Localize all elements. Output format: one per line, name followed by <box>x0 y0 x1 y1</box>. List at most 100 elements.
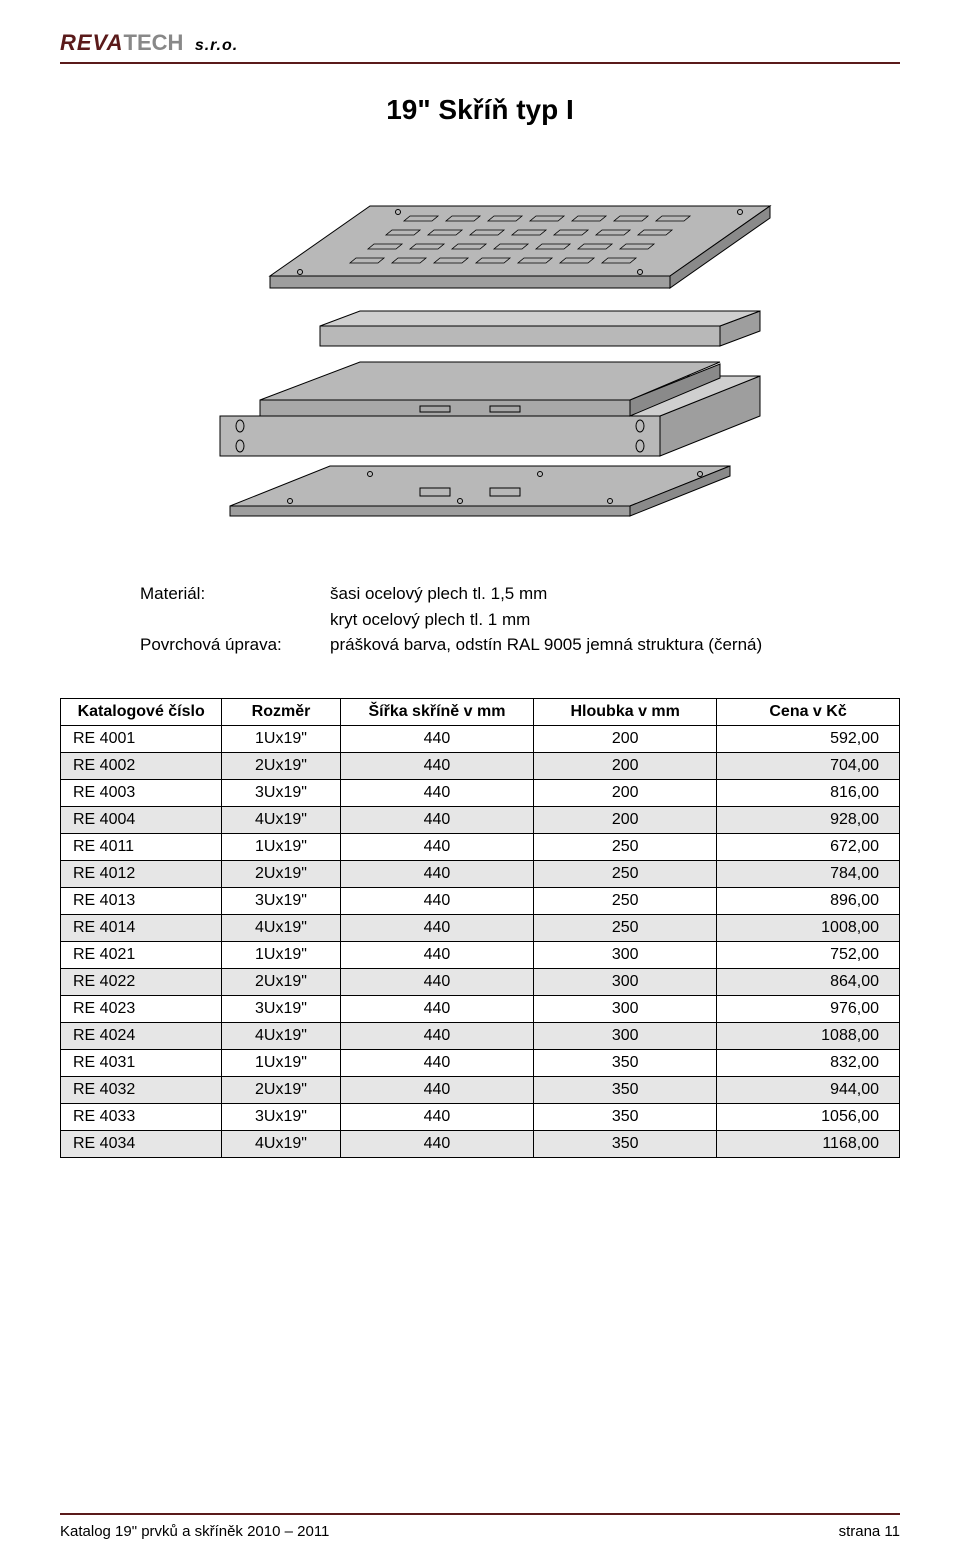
table-cell: 440 <box>340 806 534 833</box>
table-cell: 832,00 <box>717 1049 900 1076</box>
spec-label: Materiál: <box>140 581 330 607</box>
table-cell: 4Ux19" <box>222 1130 340 1157</box>
table-cell: RE 4024 <box>61 1022 222 1049</box>
table-cell: 1Ux19" <box>222 941 340 968</box>
table-row: RE 40233Ux19"440300976,00 <box>61 995 900 1022</box>
table-cell: RE 4002 <box>61 752 222 779</box>
table-cell: 250 <box>534 914 717 941</box>
table-cell: RE 4031 <box>61 1049 222 1076</box>
table-row: RE 40044Ux19"440200928,00 <box>61 806 900 833</box>
table-cell: 440 <box>340 995 534 1022</box>
table-cell: RE 4004 <box>61 806 222 833</box>
table-cell: 440 <box>340 1103 534 1130</box>
table-cell: 300 <box>534 968 717 995</box>
table-row: RE 40244Ux19"4403001088,00 <box>61 1022 900 1049</box>
table-cell: RE 4021 <box>61 941 222 968</box>
table-cell: 2Ux19" <box>222 968 340 995</box>
table-row: RE 40033Ux19"440200816,00 <box>61 779 900 806</box>
back-wall <box>320 311 760 346</box>
table-cell: 440 <box>340 887 534 914</box>
spec-block: Materiál:šasi ocelový plech tl. 1,5 mmkr… <box>140 581 900 658</box>
table-cell: 440 <box>340 914 534 941</box>
table-cell: 976,00 <box>717 995 900 1022</box>
table-cell: 1088,00 <box>717 1022 900 1049</box>
table-cell: 250 <box>534 860 717 887</box>
table-cell: 4Ux19" <box>222 806 340 833</box>
table-cell: 704,00 <box>717 752 900 779</box>
table-cell: 440 <box>340 941 534 968</box>
table-cell: 200 <box>534 725 717 752</box>
table-row: RE 40133Ux19"440250896,00 <box>61 887 900 914</box>
table-cell: 350 <box>534 1049 717 1076</box>
spec-value: kryt ocelový plech tl. 1 mm <box>330 607 900 633</box>
table-cell: 350 <box>534 1076 717 1103</box>
table-cell: RE 4001 <box>61 725 222 752</box>
table-cell: 350 <box>534 1103 717 1130</box>
page-title: 19" Skříň typ I <box>60 94 900 126</box>
table-cell: 440 <box>340 968 534 995</box>
table-cell: 816,00 <box>717 779 900 806</box>
table-cell: 300 <box>534 941 717 968</box>
table-cell: 1Ux19" <box>222 833 340 860</box>
table-cell: RE 4012 <box>61 860 222 887</box>
table-cell: 752,00 <box>717 941 900 968</box>
table-cell: 592,00 <box>717 725 900 752</box>
th-cena: Cena v Kč <box>717 698 900 725</box>
spec-row: kryt ocelový plech tl. 1 mm <box>140 607 900 633</box>
page-footer: Katalog 19" prvků a skříněk 2010 – 2011 … <box>60 1513 900 1540</box>
th-rozmer: Rozměr <box>222 698 340 725</box>
chassis-tray <box>220 362 760 456</box>
product-table: Katalogové číslo Rozměr Šířka skříně v m… <box>60 698 900 1158</box>
header-logo: REVATECH s.r.o. <box>60 30 900 64</box>
table-cell: 3Ux19" <box>222 995 340 1022</box>
table-cell: 4Ux19" <box>222 1022 340 1049</box>
table-cell: RE 4033 <box>61 1103 222 1130</box>
table-cell: 440 <box>340 1130 534 1157</box>
table-cell: 440 <box>340 779 534 806</box>
table-cell: RE 4034 <box>61 1130 222 1157</box>
table-cell: 944,00 <box>717 1076 900 1103</box>
footer-left: Katalog 19" prvků a skříněk 2010 – 2011 <box>60 1523 329 1540</box>
logo-brand2: TECH <box>124 30 184 55</box>
th-katalog: Katalogové číslo <box>61 698 222 725</box>
table-cell: 1Ux19" <box>222 1049 340 1076</box>
table-cell: RE 4011 <box>61 833 222 860</box>
table-cell: 1Ux19" <box>222 725 340 752</box>
table-cell: RE 4022 <box>61 968 222 995</box>
table-cell: 3Ux19" <box>222 779 340 806</box>
base-plate <box>230 466 730 516</box>
table-cell: 784,00 <box>717 860 900 887</box>
table-cell: 672,00 <box>717 833 900 860</box>
spec-label: Povrchová úprava: <box>140 632 330 658</box>
table-cell: 440 <box>340 1049 534 1076</box>
logo-suffix: s.r.o. <box>189 37 238 54</box>
spec-row: Povrchová úprava:prášková barva, odstín … <box>140 632 900 658</box>
table-row: RE 40344Ux19"4403501168,00 <box>61 1130 900 1157</box>
table-header-row: Katalogové číslo Rozměr Šířka skříně v m… <box>61 698 900 725</box>
th-hloubka: Hloubka v mm <box>534 698 717 725</box>
table-row: RE 40111Ux19"440250672,00 <box>61 833 900 860</box>
spec-label <box>140 607 330 633</box>
table-cell: 440 <box>340 1022 534 1049</box>
table-cell: 300 <box>534 1022 717 1049</box>
exploded-diagram <box>60 156 900 541</box>
table-cell: 2Ux19" <box>222 752 340 779</box>
table-cell: 300 <box>534 995 717 1022</box>
table-cell: 1008,00 <box>717 914 900 941</box>
logo-brand1: REVA <box>60 30 124 55</box>
table-cell: 928,00 <box>717 806 900 833</box>
table-cell: 896,00 <box>717 887 900 914</box>
table-cell: 440 <box>340 833 534 860</box>
table-row: RE 40222Ux19"440300864,00 <box>61 968 900 995</box>
table-row: RE 40144Ux19"4402501008,00 <box>61 914 900 941</box>
table-cell: 4Ux19" <box>222 914 340 941</box>
table-cell: 440 <box>340 752 534 779</box>
table-cell: 1056,00 <box>717 1103 900 1130</box>
table-cell: 200 <box>534 806 717 833</box>
table-cell: 1168,00 <box>717 1130 900 1157</box>
table-cell: 250 <box>534 887 717 914</box>
table-cell: 440 <box>340 860 534 887</box>
table-row: RE 40022Ux19"440200704,00 <box>61 752 900 779</box>
table-cell: RE 4013 <box>61 887 222 914</box>
table-cell: 200 <box>534 779 717 806</box>
